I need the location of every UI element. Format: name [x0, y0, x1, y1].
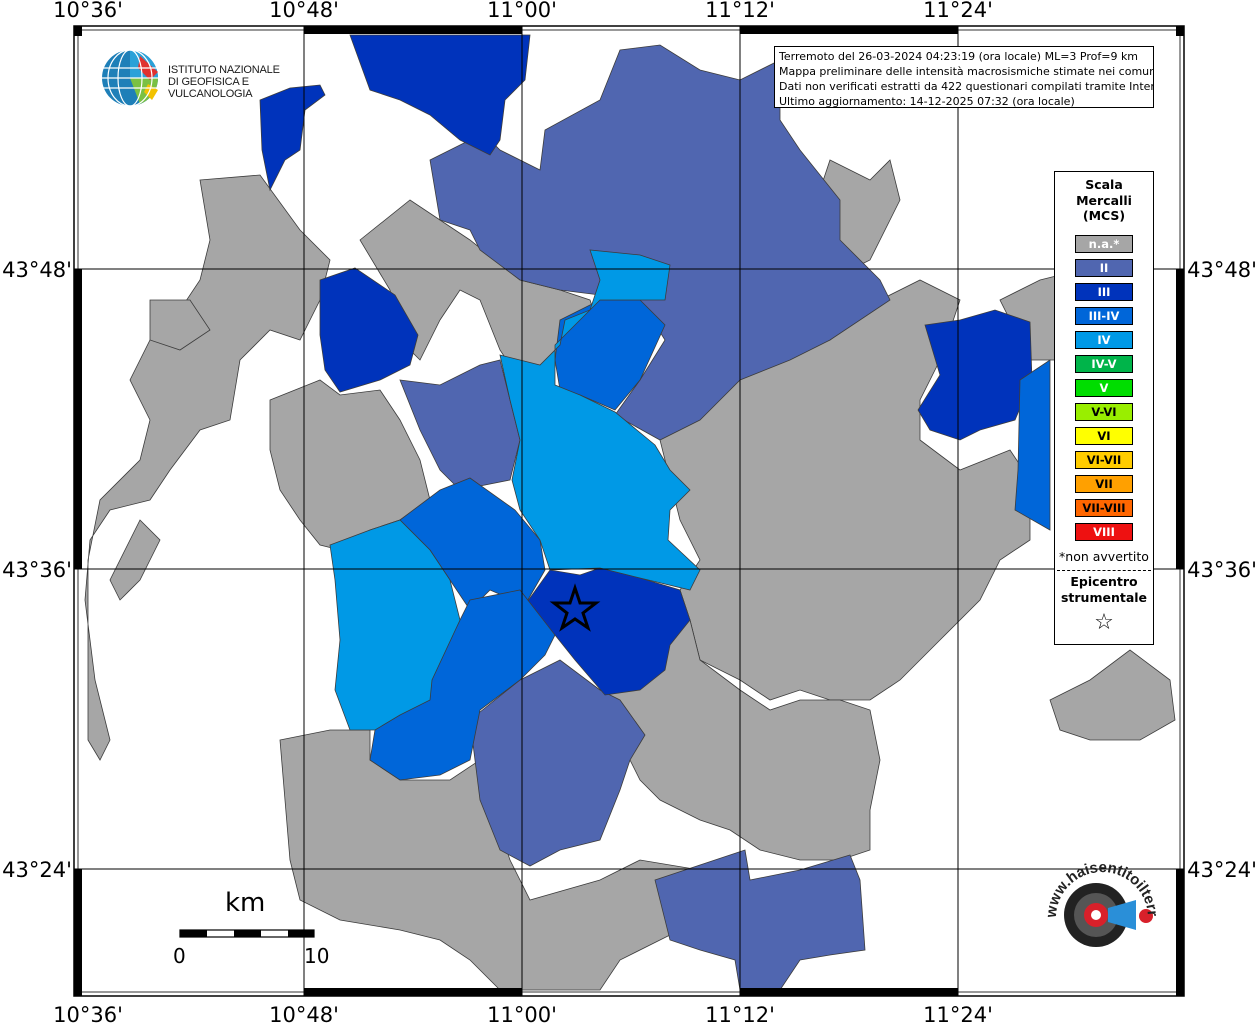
graticule — [74, 26, 1184, 996]
scale-unit: km — [225, 888, 266, 918]
legend-epicenter-line: strumentale — [1060, 589, 1148, 605]
legend-title-line: Mercalli — [1076, 192, 1132, 208]
legend-divider — [1057, 569, 1151, 571]
epicenter-star-icon — [549, 583, 601, 632]
legend-item: V — [1075, 378, 1133, 397]
lat-labels-right: 43°48' 43°36' 43°24' — [1187, 258, 1256, 882]
globe-icon — [102, 49, 158, 107]
region-iv — [329, 519, 461, 731]
lat-label: 43°36' — [2, 558, 72, 582]
region-iii — [319, 267, 419, 393]
lon-labels-bottom: 10°36' 10°48' 11°00' 11°12' 11°24' — [53, 1003, 993, 1024]
hsit-target-icon: www.haisentitoilterremoto.it — [1029, 845, 1161, 947]
lon-label: 11°12' — [705, 1003, 775, 1024]
lon-label: 11°24' — [923, 0, 993, 22]
region-iii — [259, 84, 326, 192]
logo-line: DI GEOFISICA E VULCANOLOGIA — [168, 76, 253, 100]
region-iii-iv — [1014, 359, 1051, 531]
lat-label: 43°24' — [1187, 858, 1256, 882]
legend-item: VI-VII — [1075, 450, 1133, 469]
lon-label: 11°00' — [487, 0, 557, 22]
scale-min: 0 — [173, 944, 186, 968]
region-iv — [499, 249, 701, 591]
lat-labels-left: 43°48' 43°36' 43°24' — [2, 258, 72, 882]
event-info-line: Dati non verificati estratti da 422 ques… — [779, 80, 1154, 93]
event-info-box: Terremoto del 26-03-2024 04:23:19 (ora l… — [774, 46, 1154, 108]
region-iii-iv — [369, 589, 556, 781]
legend-item: n.a.* — [1075, 234, 1133, 253]
logo-line: ISTITUTO NAZIONALE — [168, 64, 280, 76]
legend-title: Scala Mercalli (MCS) — [1055, 177, 1153, 224]
legend-epicenter-label: Epicentro strumentale — [1055, 574, 1153, 606]
region-na — [1049, 649, 1176, 741]
event-info-line: Mappa preliminare delle intensità macros… — [779, 65, 1154, 78]
legend-title-line: Scala — [1085, 177, 1123, 192]
legend-star-icon: ☆ — [1094, 609, 1114, 635]
legend-item: VI — [1075, 426, 1133, 445]
legend-item: IV — [1075, 330, 1133, 349]
legend-item: VII-VIII — [1075, 498, 1133, 517]
region-iii — [349, 34, 531, 156]
legend-items: n.a.* II III III-IV IV IV-V V V-VI VI VI-VII VII VI… — [1055, 234, 1153, 541]
lon-label: 11°00' — [487, 1003, 557, 1024]
event-info-line: Terremoto del 26-03-2024 04:23:19 (ora l… — [779, 50, 1139, 63]
legend-epicenter-line: Epicentro — [1070, 573, 1138, 589]
legend-item: IV-V — [1075, 354, 1133, 373]
lon-labels-top: 10°36' 10°48' 11°00' 11°12' 11°24' — [53, 0, 993, 22]
lat-label: 43°48' — [2, 258, 72, 282]
legend-item: VIII — [1075, 522, 1133, 541]
region-ii — [654, 849, 866, 991]
legend-title-line: (MCS) — [1082, 208, 1126, 223]
lon-label: 10°48' — [269, 0, 339, 22]
lon-label: 11°24' — [923, 1003, 993, 1024]
hsit-logo: www.haisentitoilterremoto.it — [1029, 845, 1168, 978]
lat-label: 43°48' — [1187, 258, 1256, 282]
legend-item: II — [1075, 258, 1133, 277]
legend-item: III — [1075, 282, 1133, 301]
scale-max: 10 — [304, 944, 330, 968]
legend-note: *non avvertito — [1059, 548, 1149, 564]
region-iii — [917, 309, 1033, 441]
ingv-logo: ISTITUTO NAZIONALE DI GEOFISICA E VULCAN… — [100, 48, 310, 110]
region-iii — [524, 567, 691, 696]
lon-label: 10°36' — [53, 0, 123, 22]
lon-label: 10°48' — [269, 1003, 339, 1024]
region-na — [149, 299, 211, 351]
map-frame — [73, 25, 1185, 997]
region-na — [84, 174, 331, 761]
region-na — [109, 519, 161, 601]
legend-item: III-IV — [1075, 306, 1133, 325]
region-ii — [429, 44, 891, 441]
lat-label: 43°24' — [2, 858, 72, 882]
mcs-legend: Scala Mercalli (MCS) n.a.* II III III-IV IV I… — [1054, 171, 1154, 645]
scale-bar — [179, 929, 315, 938]
event-info-line: Ultimo aggiornamento: 14-12-2025 07:32 (… — [779, 95, 1075, 108]
lon-label: 11°12' — [705, 0, 775, 22]
lat-label: 43°36' — [1187, 558, 1256, 582]
lon-label: 10°36' — [53, 1003, 123, 1024]
legend-item: V-VI — [1075, 402, 1133, 421]
legend-item: VII — [1075, 474, 1133, 493]
region-ii — [469, 659, 646, 867]
